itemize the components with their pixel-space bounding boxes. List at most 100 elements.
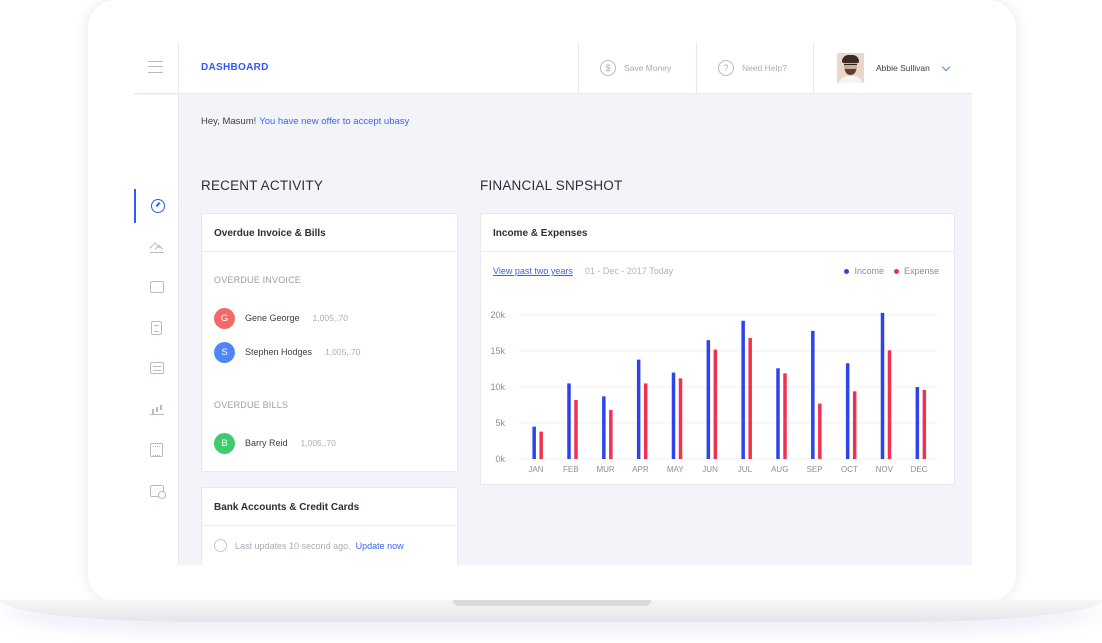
x-tick-label: JAN <box>528 465 543 474</box>
sidebar-item-wallet[interactable] <box>134 270 179 304</box>
x-tick-label: JUN <box>702 465 718 474</box>
y-tick-label: 15k <box>490 346 505 356</box>
save-money-button[interactable]: $ Save Money <box>578 42 696 94</box>
person-name: Barry Reid <box>245 438 288 448</box>
bar-expense-oct <box>852 391 857 459</box>
x-tick-label: MAY <box>667 465 684 474</box>
avatar: G <box>214 307 235 329</box>
bar-income-nov <box>880 312 885 459</box>
legend-dot-income <box>844 268 850 274</box>
bar-income-may <box>671 372 676 459</box>
bar-income-oct <box>845 363 850 459</box>
overdue-invoice-label: OVERDUE INVOICE <box>214 275 302 285</box>
date-range: 01 - Dec - 2017 Today <box>584 266 674 276</box>
need-help-button[interactable]: ? Need Help? <box>696 42 813 94</box>
page-title: DASHBOARD <box>201 62 269 73</box>
overdue-card: Overdue Invoice & Bills OVERDUE INVOICE … <box>201 213 458 472</box>
dollar-circle-icon: $ <box>600 60 616 76</box>
need-help-label: Need Help? <box>742 63 787 73</box>
amount: 1,005,.70 <box>325 347 361 357</box>
chart-card-title: Income & Expenses <box>481 214 954 252</box>
update-text: Last updates 10 second ago. <box>235 540 351 551</box>
legend-label: Income <box>854 266 884 276</box>
bar-expense-jul <box>748 338 752 459</box>
bank-accounts-card: Bank Accounts & Credit Cards Last update… <box>201 487 458 565</box>
x-tick-label: MUR <box>596 465 614 474</box>
sidebar-item-messages[interactable] <box>134 351 179 385</box>
bank-card-title: Bank Accounts & Credit Cards <box>202 488 457 526</box>
mountain-chart-icon <box>149 241 164 253</box>
bar-expense-mur <box>609 410 613 459</box>
chart-legend: Income Expense <box>834 266 939 276</box>
menu-toggle[interactable] <box>134 42 179 94</box>
bar-expense-feb <box>574 399 578 459</box>
amount: 1,005,.70 <box>312 313 348 323</box>
offer-link[interactable]: You have new offer to accept ubasy <box>259 116 410 127</box>
sidebar-item-documents[interactable] <box>134 311 179 345</box>
overdue-bills-label: OVERDUE BILLS <box>214 400 289 410</box>
sidebar-item-cards[interactable] <box>134 474 179 508</box>
save-money-label: Save Money <box>624 63 672 73</box>
legend-expense: Expense <box>893 266 939 276</box>
device-notch <box>453 600 651 606</box>
bar-expense-jun <box>713 349 718 459</box>
recent-activity-title: RECENT ACTIVITY <box>201 178 324 193</box>
amount: 1,005,.70 <box>300 438 336 448</box>
card-settings-icon <box>149 485 166 499</box>
chevron-down-icon <box>941 62 951 71</box>
list-item[interactable]: G Gene George 1,005,.70 <box>214 307 348 329</box>
financial-snapshot-title: FINANCIAL SNPSHOT <box>480 178 623 193</box>
person-name: Stephen Hodges <box>245 347 313 357</box>
x-tick-label: APR <box>632 465 649 474</box>
legend-income: Income <box>844 266 884 276</box>
document-icon <box>151 321 162 335</box>
wallet-icon <box>149 281 164 293</box>
message-icon <box>149 362 164 374</box>
list-item[interactable]: B Barry Reid 1,005,.70 <box>214 432 336 454</box>
overdue-card-title: Overdue Invoice & Bills <box>202 214 457 252</box>
x-tick-label: FEB <box>563 465 579 474</box>
x-tick-label: NOV <box>876 465 894 474</box>
x-tick-label: AUG <box>771 465 788 474</box>
bar-income-mur <box>602 396 606 459</box>
question-circle-icon: ? <box>718 60 734 76</box>
y-tick-label: 5k <box>495 418 505 428</box>
sidebar-item-calculator[interactable] <box>134 433 179 467</box>
user-name: Abbie Sullivan <box>876 63 930 73</box>
bar-expense-sep <box>818 403 822 459</box>
update-now-link[interactable]: Update now <box>355 540 404 551</box>
y-tick-label: 10k <box>490 382 505 392</box>
app-screen: DASHBOARD $ Save Money ? Need Help? Abbi… <box>134 42 972 565</box>
legend-dot-expense <box>893 268 899 274</box>
list-item[interactable]: S Stephen Hodges 1,005,.70 <box>214 341 361 363</box>
bar-expense-nov <box>887 350 892 459</box>
avatar <box>837 53 864 83</box>
bar-expense-jan <box>539 431 543 459</box>
view-past-two-years-link[interactable]: View past two years <box>493 266 573 276</box>
avatar: S <box>214 341 235 363</box>
greeting-text: Hey, Masum! <box>201 116 257 127</box>
sidebar <box>134 95 179 565</box>
x-tick-label: DEC <box>911 465 928 474</box>
bar-expense-aug <box>783 373 787 459</box>
bar-income-jul <box>741 320 745 459</box>
bar-income-sep <box>811 330 815 459</box>
user-menu[interactable]: Abbie Sullivan <box>813 42 972 94</box>
sidebar-item-growth[interactable] <box>134 392 179 426</box>
bar-income-apr <box>636 359 641 459</box>
gauge-icon <box>150 199 165 213</box>
top-bar: DASHBOARD $ Save Money ? Need Help? Abbi… <box>134 42 972 94</box>
bar-income-aug <box>776 368 780 459</box>
device-base <box>0 600 1102 622</box>
person-name: Gene George <box>245 313 300 323</box>
sidebar-item-dashboard[interactable] <box>134 189 179 223</box>
sidebar-item-reports[interactable] <box>134 230 179 264</box>
bar-expense-may <box>678 378 683 459</box>
x-tick-label: SEP <box>807 465 823 474</box>
y-tick-label: 20k <box>490 310 505 320</box>
bar-income-dec <box>915 387 920 459</box>
income-expense-chart: 0k 5k 10k 15k 20k JAN FEB MUR APR MAY JUN JUL AUG SEP… <box>490 310 937 474</box>
refresh-icon <box>214 539 227 552</box>
growth-bars-icon <box>149 403 164 415</box>
bar-expense-dec <box>922 389 927 459</box>
